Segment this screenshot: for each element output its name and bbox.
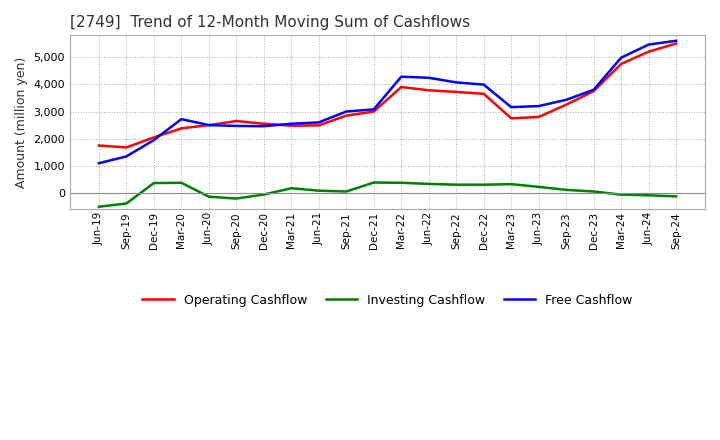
- Operating Cashflow: [452, 89, 461, 95]
- Text: [2749]  Trend of 12-Month Moving Sum of Cashflows: [2749] Trend of 12-Month Moving Sum of C…: [70, 15, 470, 30]
- Investing Cashflow: [424, 181, 433, 187]
- Free Cashflow: [590, 87, 598, 92]
- Operating Cashflow: [617, 61, 626, 66]
- Investing Cashflow: [204, 194, 213, 199]
- Investing Cashflow: [617, 192, 626, 197]
- Free Cashflow: [369, 106, 378, 112]
- Line: Operating Cashflow: Operating Cashflow: [99, 44, 676, 147]
- Free Cashflow: [232, 123, 240, 128]
- Free Cashflow: [397, 74, 405, 79]
- Investing Cashflow: [315, 188, 323, 193]
- Free Cashflow: [150, 137, 158, 143]
- Operating Cashflow: [150, 135, 158, 140]
- Free Cashflow: [424, 75, 433, 81]
- Y-axis label: Amount (million yen): Amount (million yen): [15, 57, 28, 188]
- Investing Cashflow: [259, 192, 268, 197]
- Investing Cashflow: [644, 193, 653, 198]
- Investing Cashflow: [397, 180, 405, 185]
- Investing Cashflow: [150, 180, 158, 186]
- Free Cashflow: [259, 124, 268, 129]
- Free Cashflow: [204, 122, 213, 128]
- Operating Cashflow: [644, 49, 653, 54]
- Operating Cashflow: [122, 145, 131, 150]
- Operating Cashflow: [342, 113, 351, 118]
- Operating Cashflow: [397, 84, 405, 90]
- Free Cashflow: [177, 117, 186, 122]
- Operating Cashflow: [507, 116, 516, 121]
- Operating Cashflow: [424, 88, 433, 93]
- Operating Cashflow: [204, 122, 213, 128]
- Free Cashflow: [644, 42, 653, 47]
- Operating Cashflow: [562, 102, 570, 107]
- Investing Cashflow: [369, 180, 378, 185]
- Operating Cashflow: [259, 121, 268, 126]
- Investing Cashflow: [94, 204, 103, 209]
- Line: Investing Cashflow: Investing Cashflow: [99, 183, 676, 207]
- Investing Cashflow: [232, 196, 240, 201]
- Operating Cashflow: [369, 109, 378, 114]
- Investing Cashflow: [562, 187, 570, 193]
- Investing Cashflow: [507, 182, 516, 187]
- Operating Cashflow: [232, 118, 240, 124]
- Operating Cashflow: [480, 91, 488, 96]
- Line: Free Cashflow: Free Cashflow: [99, 41, 676, 163]
- Free Cashflow: [342, 109, 351, 114]
- Free Cashflow: [562, 97, 570, 103]
- Free Cashflow: [94, 161, 103, 166]
- Operating Cashflow: [177, 126, 186, 131]
- Investing Cashflow: [452, 182, 461, 187]
- Investing Cashflow: [480, 182, 488, 187]
- Operating Cashflow: [590, 88, 598, 94]
- Free Cashflow: [315, 120, 323, 125]
- Legend: Operating Cashflow, Investing Cashflow, Free Cashflow: Operating Cashflow, Investing Cashflow, …: [138, 289, 638, 312]
- Investing Cashflow: [672, 194, 680, 199]
- Operating Cashflow: [287, 123, 296, 128]
- Operating Cashflow: [94, 143, 103, 148]
- Investing Cashflow: [534, 184, 543, 190]
- Investing Cashflow: [122, 201, 131, 206]
- Free Cashflow: [617, 55, 626, 60]
- Investing Cashflow: [287, 186, 296, 191]
- Free Cashflow: [287, 121, 296, 126]
- Free Cashflow: [452, 80, 461, 85]
- Free Cashflow: [534, 103, 543, 109]
- Operating Cashflow: [672, 41, 680, 46]
- Free Cashflow: [122, 154, 131, 159]
- Operating Cashflow: [315, 123, 323, 128]
- Investing Cashflow: [342, 189, 351, 194]
- Investing Cashflow: [590, 189, 598, 194]
- Free Cashflow: [480, 82, 488, 87]
- Operating Cashflow: [534, 114, 543, 120]
- Free Cashflow: [672, 38, 680, 44]
- Investing Cashflow: [177, 180, 186, 185]
- Free Cashflow: [507, 105, 516, 110]
